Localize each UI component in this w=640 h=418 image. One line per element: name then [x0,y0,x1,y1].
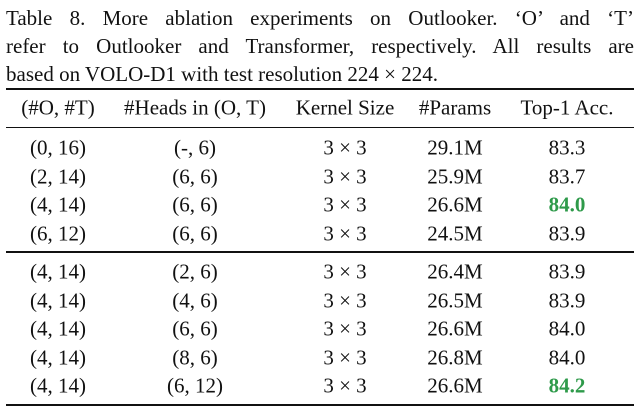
table-cell: (6, 6) [172,221,218,245]
table-cell: (4, 14) [30,373,86,398]
table-cell: 3 × 3 [323,288,367,312]
table-cell: 3 × 3 [323,221,367,245]
caption-line: Table 8. More ablation experiments on Ou… [6,6,634,30]
table-cell: 3 × 3 [323,259,367,284]
table-cell: 84.0 [548,192,586,217]
top-rule [6,88,634,90]
table-cell: 26.8M [427,345,483,369]
table-cell: (6, 6) [172,164,218,188]
table-cell: 83.7 [548,164,586,188]
header-cell: Kernel Size [295,95,395,120]
table-cell: 3 × 3 [323,345,367,369]
table-cell: (0, 16) [30,135,86,160]
header-cell: (#O, #T) [21,95,95,120]
table-cell: 3 × 3 [323,316,367,341]
table-cell: 24.5M [427,221,483,245]
table-cell: 83.9 [548,259,586,284]
table-cell: 83.3 [548,135,586,160]
table-cell: 83.9 [548,221,586,245]
table-cell: 3 × 3 [323,164,367,188]
table-cell: 26.5M [427,288,483,312]
table-cell: 3 × 3 [323,135,367,160]
table-cell: (2, 6) [172,259,218,284]
bottom-rule [6,404,634,406]
table-cell: 84.0 [548,345,586,369]
table-cell: 25.9M [427,164,483,188]
table-cell: 83.9 [548,288,586,312]
table-cell: 3 × 3 [323,373,367,398]
table-cell: 29.1M [427,135,483,160]
table-cell: (2, 14) [30,164,86,188]
caption-line: refer to Outlooker and Transformer, resp… [6,34,634,58]
table-cell: (8, 6) [172,345,218,369]
table-cell: (4, 14) [30,316,86,341]
table-cell: 26.6M [427,192,483,217]
header-cell: #Params [418,95,492,120]
header-rule [6,127,634,128]
caption-line: based on VOLO-D1 with test resolution 22… [6,62,438,86]
table-cell: (6, 6) [172,316,218,341]
table-cell: 84.0 [548,316,586,341]
table-cell: 84.2 [548,373,586,398]
table-cell: (6, 12) [30,221,86,245]
header-cell: Top-1 Acc. [520,95,614,120]
table-cell: 26.6M [427,316,483,341]
table-cell: (-, 6) [174,135,216,160]
table-cell: 26.6M [427,373,483,398]
table-cell: (4, 6) [172,288,218,312]
table-cell: (4, 14) [30,288,86,312]
table-cell: 3 × 3 [323,192,367,217]
table-cell: (4, 14) [30,259,86,284]
header-cell: #Heads in (O, T) [124,95,266,120]
table-cell: (4, 14) [30,345,86,369]
table-cell: (6, 12) [167,373,223,398]
table-cell: (6, 6) [172,192,218,217]
table-cell: (4, 14) [30,192,86,217]
group-rule [6,251,634,253]
table-cell: 26.4M [427,259,483,284]
